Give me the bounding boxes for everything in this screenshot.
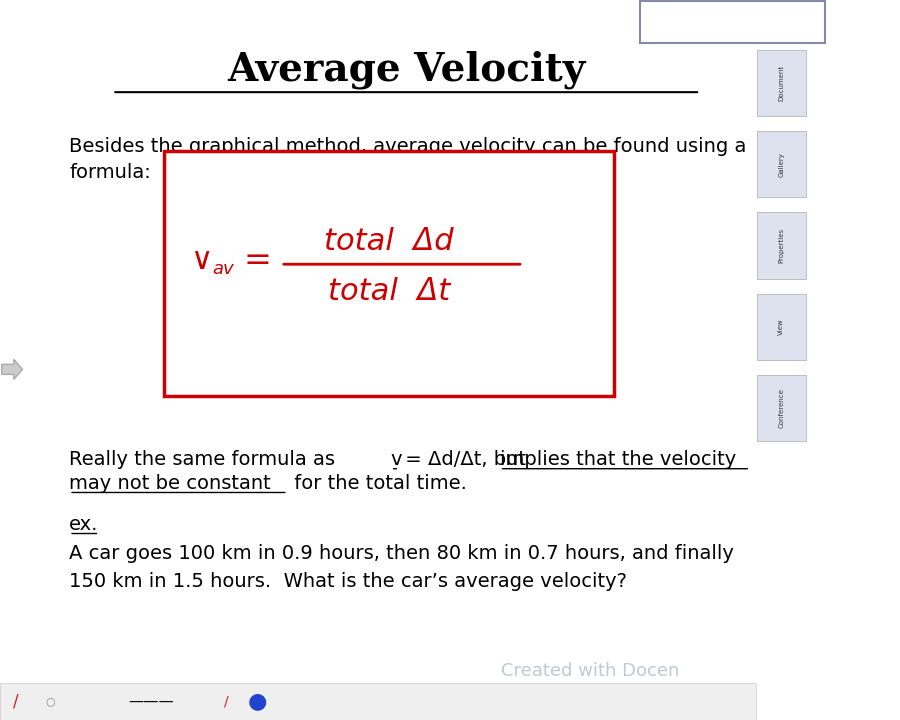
Text: v: v (391, 450, 402, 469)
FancyBboxPatch shape (757, 131, 806, 197)
FancyArrow shape (2, 359, 22, 379)
Text: /: / (682, 14, 689, 32)
Text: implies that the velocity: implies that the velocity (500, 450, 736, 469)
Text: /: / (13, 693, 18, 710)
Text: ○: ○ (45, 696, 55, 706)
FancyBboxPatch shape (757, 212, 806, 279)
Text: ex.: ex. (69, 515, 98, 534)
FancyBboxPatch shape (757, 294, 806, 360)
FancyBboxPatch shape (640, 1, 825, 43)
Text: av: av (212, 261, 234, 279)
Text: total  Δd: total Δd (324, 227, 454, 256)
Text: = Δd/Δt, but: = Δd/Δt, but (400, 450, 533, 469)
FancyBboxPatch shape (0, 683, 756, 720)
Text: ———: ——— (129, 694, 174, 708)
Text: Besides the graphical method, average velocity can be found using a
formula:: Besides the graphical method, average ve… (69, 137, 746, 182)
Text: ⏰: ⏰ (656, 17, 663, 30)
Text: =: = (244, 244, 272, 277)
Text: Document: Document (778, 65, 784, 101)
Text: for the total time.: for the total time. (288, 474, 467, 492)
Text: ●: ● (248, 691, 267, 711)
FancyBboxPatch shape (757, 375, 806, 441)
Text: /: / (224, 694, 229, 708)
Text: A car goes 100 km in 0.9 hours, then 80 km in 0.7 hours, and finally
150 km in 1: A car goes 100 km in 0.9 hours, then 80 … (69, 544, 734, 590)
Text: Created with Docen: Created with Docen (501, 662, 680, 680)
Text: View: View (778, 318, 784, 336)
Text: Gallery: Gallery (778, 152, 784, 176)
Text: Average Velocity: Average Velocity (227, 50, 585, 89)
Text: Conference: Conference (778, 388, 784, 428)
Text: $\vee$: $\vee$ (190, 246, 211, 275)
FancyBboxPatch shape (164, 151, 614, 396)
Text: □: □ (705, 17, 716, 30)
Text: total  Δt: total Δt (328, 277, 450, 306)
Text: may not be constant: may not be constant (69, 474, 271, 492)
FancyBboxPatch shape (757, 50, 806, 116)
Text: Really the same formula as: Really the same formula as (69, 450, 341, 469)
Text: 1 / 3: 1 / 3 (726, 16, 757, 30)
Text: Properties: Properties (778, 228, 784, 263)
